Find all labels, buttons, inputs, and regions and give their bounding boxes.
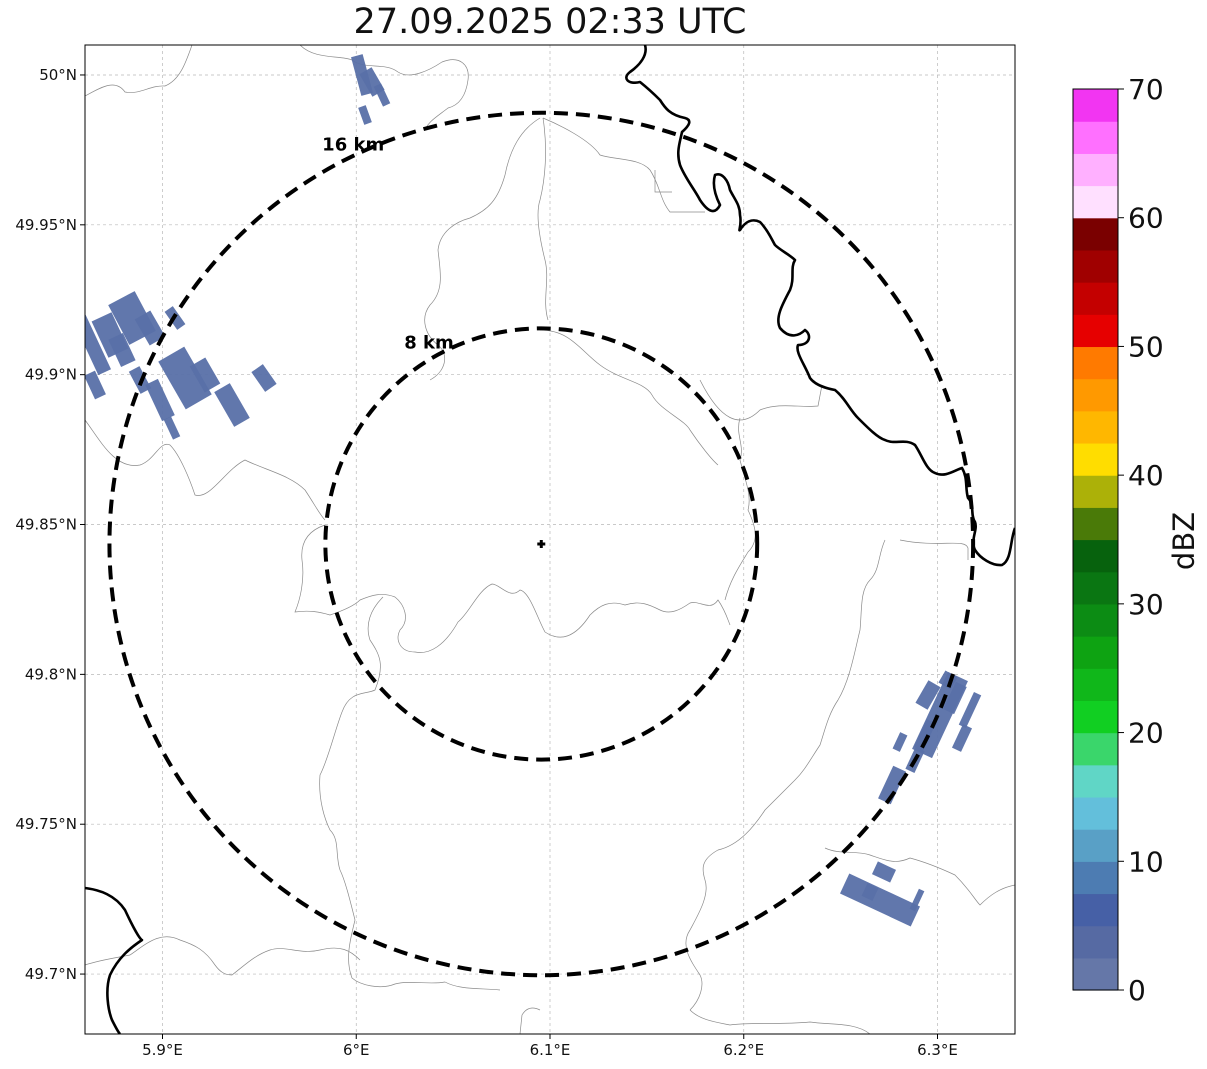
axis-ticks: 5.9°E 6°E 6.1°E 6.2°E 6.3°E 50°N 49.95°N 49.9°N…: [15, 66, 958, 1059]
lat-tick-label: 49.95°N: [15, 216, 77, 234]
colorbar-segment: [1073, 153, 1118, 187]
colorbar-segment: [1073, 925, 1118, 959]
colorbar-segment: [1073, 89, 1118, 122]
echo-cell: [163, 416, 181, 440]
map-layer: [85, 45, 1015, 1034]
echo-cell: [145, 378, 175, 422]
echo-cell: [134, 310, 166, 346]
colorbar-segment: [1073, 121, 1118, 154]
colorbar-segment: [1073, 378, 1118, 412]
echo-cell: [909, 888, 925, 912]
echo-cell: [871, 861, 897, 883]
colorbar-tick-label: 10: [1128, 845, 1164, 878]
map-title: 27.09.2025 02:33 UTC: [353, 2, 747, 42]
lon-tick-label: 6.1°E: [530, 1041, 571, 1059]
range-ring: [323, 326, 760, 762]
echo-cell: [861, 883, 879, 901]
colorbar-segment: [1073, 668, 1118, 701]
colorbar-segment: [1073, 796, 1118, 830]
colorbar-frame: [1072, 88, 1119, 991]
lat-tick-label: 49.7°N: [25, 965, 77, 983]
echo-cell: [251, 364, 277, 392]
colorbar-segment: [1073, 700, 1118, 734]
colorbar-tick-label: 60: [1128, 202, 1164, 235]
lon-tick-label: 5.9°E: [142, 1041, 183, 1059]
echo-cell: [892, 732, 908, 752]
colorbar-segment: [1073, 957, 1118, 991]
colorbar-segment: [1073, 475, 1118, 508]
echo-cell: [189, 357, 221, 393]
echo-cell: [915, 680, 941, 710]
lon-tick-label: 6.3°E: [917, 1041, 958, 1059]
colorbar-segment: [1073, 571, 1118, 605]
echo-cell: [943, 681, 967, 715]
colorbar-segment: [1073, 507, 1118, 541]
echo-cell: [373, 83, 391, 107]
echo-cell: [878, 765, 906, 805]
lon-tick-label: 6.2°E: [723, 1041, 764, 1059]
lon-tick-label: 6°E: [343, 1041, 370, 1059]
colorbar-segment: [1073, 346, 1118, 380]
echo-cell: [108, 333, 136, 367]
admin-boundaries: [85, 45, 1015, 1034]
range-rings: [107, 110, 976, 978]
echo-cell: [951, 724, 973, 752]
colorbar-tick-label: 20: [1128, 717, 1164, 750]
echo-cell: [840, 873, 920, 927]
colorbar-tick-label: 40: [1128, 459, 1164, 492]
lat-tick-label: 49.8°N: [25, 665, 77, 683]
range-ring-label: 16 km: [322, 134, 384, 155]
colorbar-segment: [1073, 217, 1118, 251]
colorbar-tick-label: 50: [1128, 330, 1164, 363]
echo-cell: [158, 346, 212, 410]
lat-tick-label: 50°N: [39, 66, 77, 84]
echo-cell: [85, 314, 112, 376]
lat-tick-label: 49.9°N: [25, 366, 77, 384]
colorbar-segment: [1073, 603, 1118, 637]
radar-site-marker: [537, 539, 546, 548]
range-ring-label: 8 km: [404, 333, 454, 354]
echo-cell: [214, 383, 250, 427]
lat-tick-label: 49.85°N: [15, 516, 77, 534]
colorbar-segment: [1073, 764, 1118, 798]
colorbar-tick-label: 0: [1128, 974, 1146, 1007]
colorbar-segment: [1073, 539, 1118, 573]
colorbar-segment: [1073, 829, 1118, 862]
colorbar-label: dBZ: [1167, 512, 1201, 570]
lat-tick-label: 49.75°N: [15, 815, 77, 833]
echo-cell: [958, 691, 982, 729]
colorbar-segment: [1073, 636, 1118, 669]
colorbar-tick-label: 70: [1128, 73, 1164, 106]
national-borders: [85, 45, 1015, 1034]
colorbar-tick-label: 30: [1128, 588, 1164, 621]
colorbar-segment: [1073, 314, 1118, 348]
range-ring-labels: 8 km 16 km: [322, 134, 454, 353]
range-ring: [107, 110, 976, 978]
colorbar-segment: [1073, 282, 1118, 315]
colorbar: 0 10 20 30 40 50 60 70 dBZ: [1072, 73, 1201, 1007]
colorbar-segment: [1073, 249, 1118, 283]
colorbar-segment: [1073, 442, 1118, 476]
colorbar-segment: [1073, 893, 1118, 927]
echo-cell: [358, 105, 372, 125]
gridlines: [85, 45, 1015, 1034]
colorbar-segment: [1073, 732, 1118, 766]
echo-cell: [85, 370, 106, 400]
colorbar-segment: [1073, 410, 1118, 444]
colorbar-segment: [1073, 185, 1118, 219]
colorbar-segment: [1073, 861, 1118, 895]
